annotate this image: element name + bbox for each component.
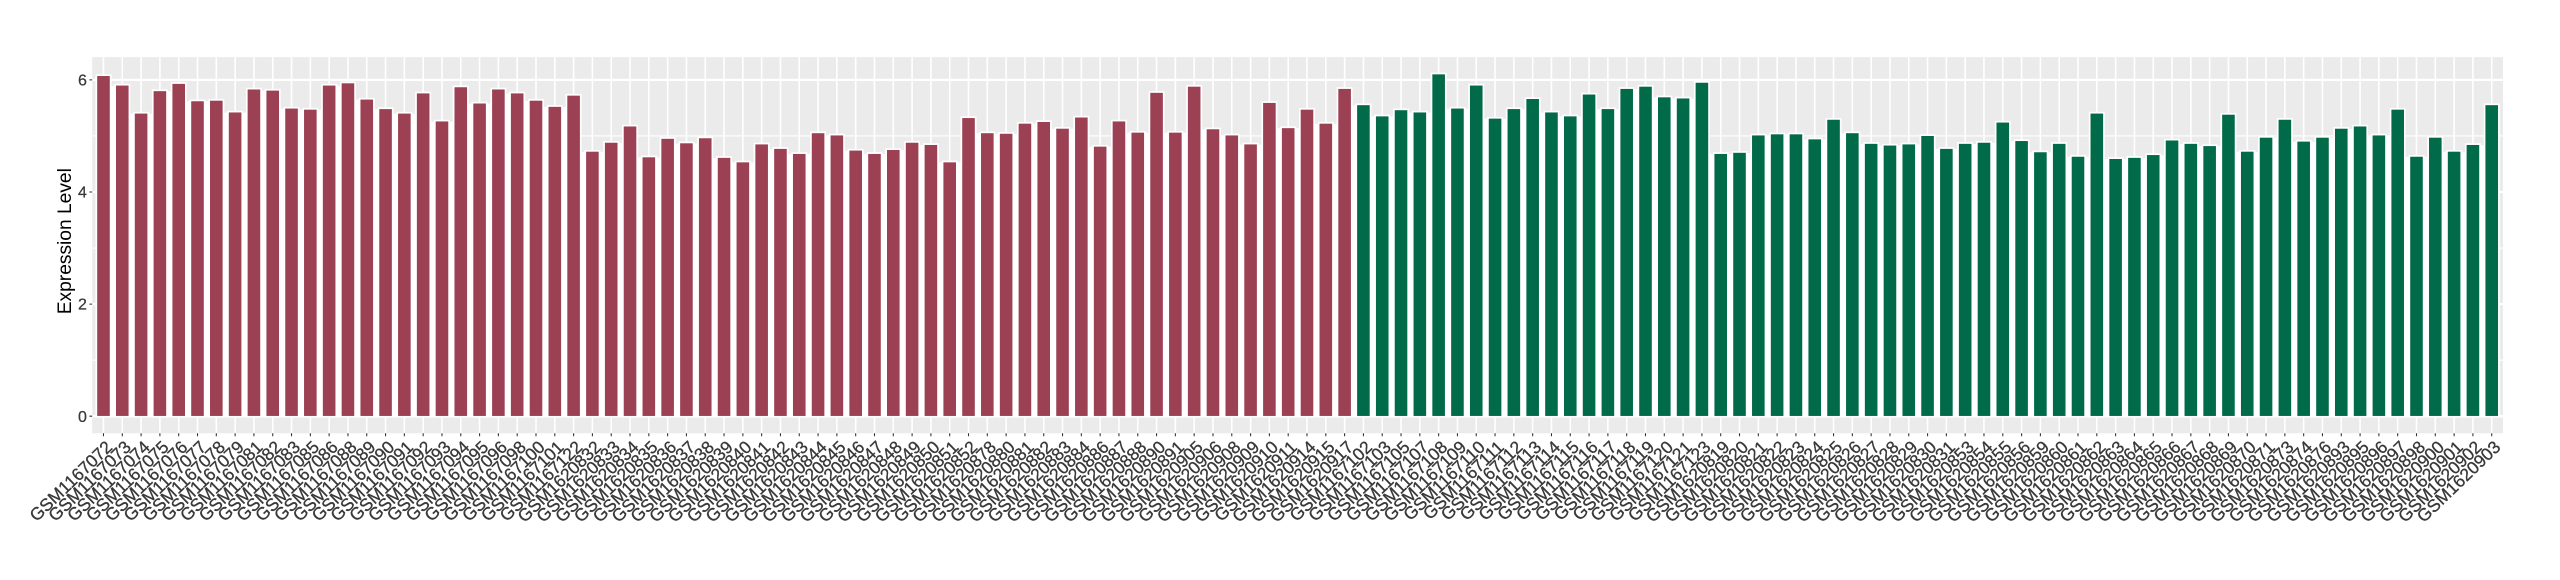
svg-text:6: 6 xyxy=(78,73,87,90)
svg-text:4: 4 xyxy=(78,185,87,202)
svg-text:Expression Level: Expression Level xyxy=(55,168,76,314)
svg-text:0: 0 xyxy=(78,409,87,426)
svg-text:2: 2 xyxy=(78,297,87,314)
